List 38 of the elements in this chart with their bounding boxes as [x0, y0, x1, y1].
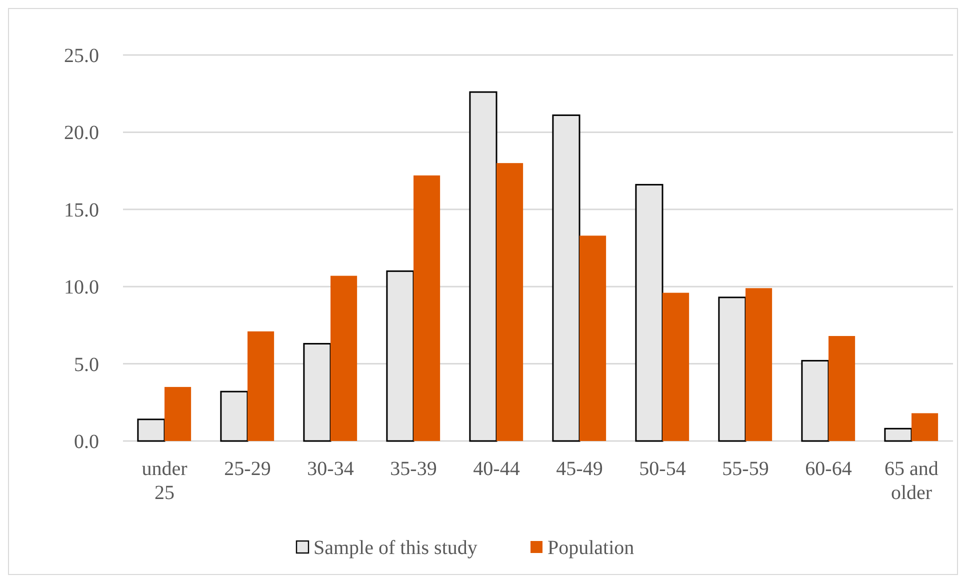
y-tick-label: 5.0: [74, 354, 99, 376]
y-tick-label: 15.0: [64, 199, 99, 222]
y-tick-label: 0.0: [74, 431, 99, 453]
x-tick-label: 45-49: [556, 458, 603, 480]
bar: [912, 413, 938, 441]
bar: [414, 175, 440, 441]
bar: [580, 236, 606, 441]
bar: [746, 288, 772, 441]
bar: [884, 428, 912, 442]
bar: [386, 270, 414, 442]
x-tick-label: 55-59: [722, 458, 769, 480]
bar: [662, 292, 690, 441]
legend-label: Sample of this study: [314, 537, 478, 559]
bar: [220, 390, 248, 442]
y-tick-label: 20.0: [64, 122, 99, 144]
x-tick-label: 50-54: [639, 458, 686, 480]
legend-label: Population: [548, 537, 634, 559]
x-tick-label: 60-64: [805, 458, 852, 480]
bar: [801, 360, 830, 442]
x-tick-label: 65 and older: [884, 458, 938, 504]
bar: [635, 184, 664, 442]
y-tick-label: 10.0: [64, 276, 99, 299]
bar: [137, 418, 166, 442]
x-tick-label: 35-39: [390, 458, 437, 480]
x-tick-label: 30-34: [307, 458, 354, 480]
x-tick-label: 40-44: [473, 458, 520, 480]
bar: [330, 276, 358, 441]
bar: [718, 296, 746, 442]
bar: [552, 114, 580, 442]
bar: [164, 386, 192, 441]
bar: [248, 331, 274, 441]
x-tick-label: under 25: [142, 458, 188, 504]
x-tick-label: 25-29: [224, 458, 271, 480]
bar: [469, 91, 498, 442]
bar: [828, 336, 856, 441]
bar: [303, 342, 332, 442]
y-tick-label: 25.0: [64, 45, 99, 67]
bar: [496, 163, 524, 441]
